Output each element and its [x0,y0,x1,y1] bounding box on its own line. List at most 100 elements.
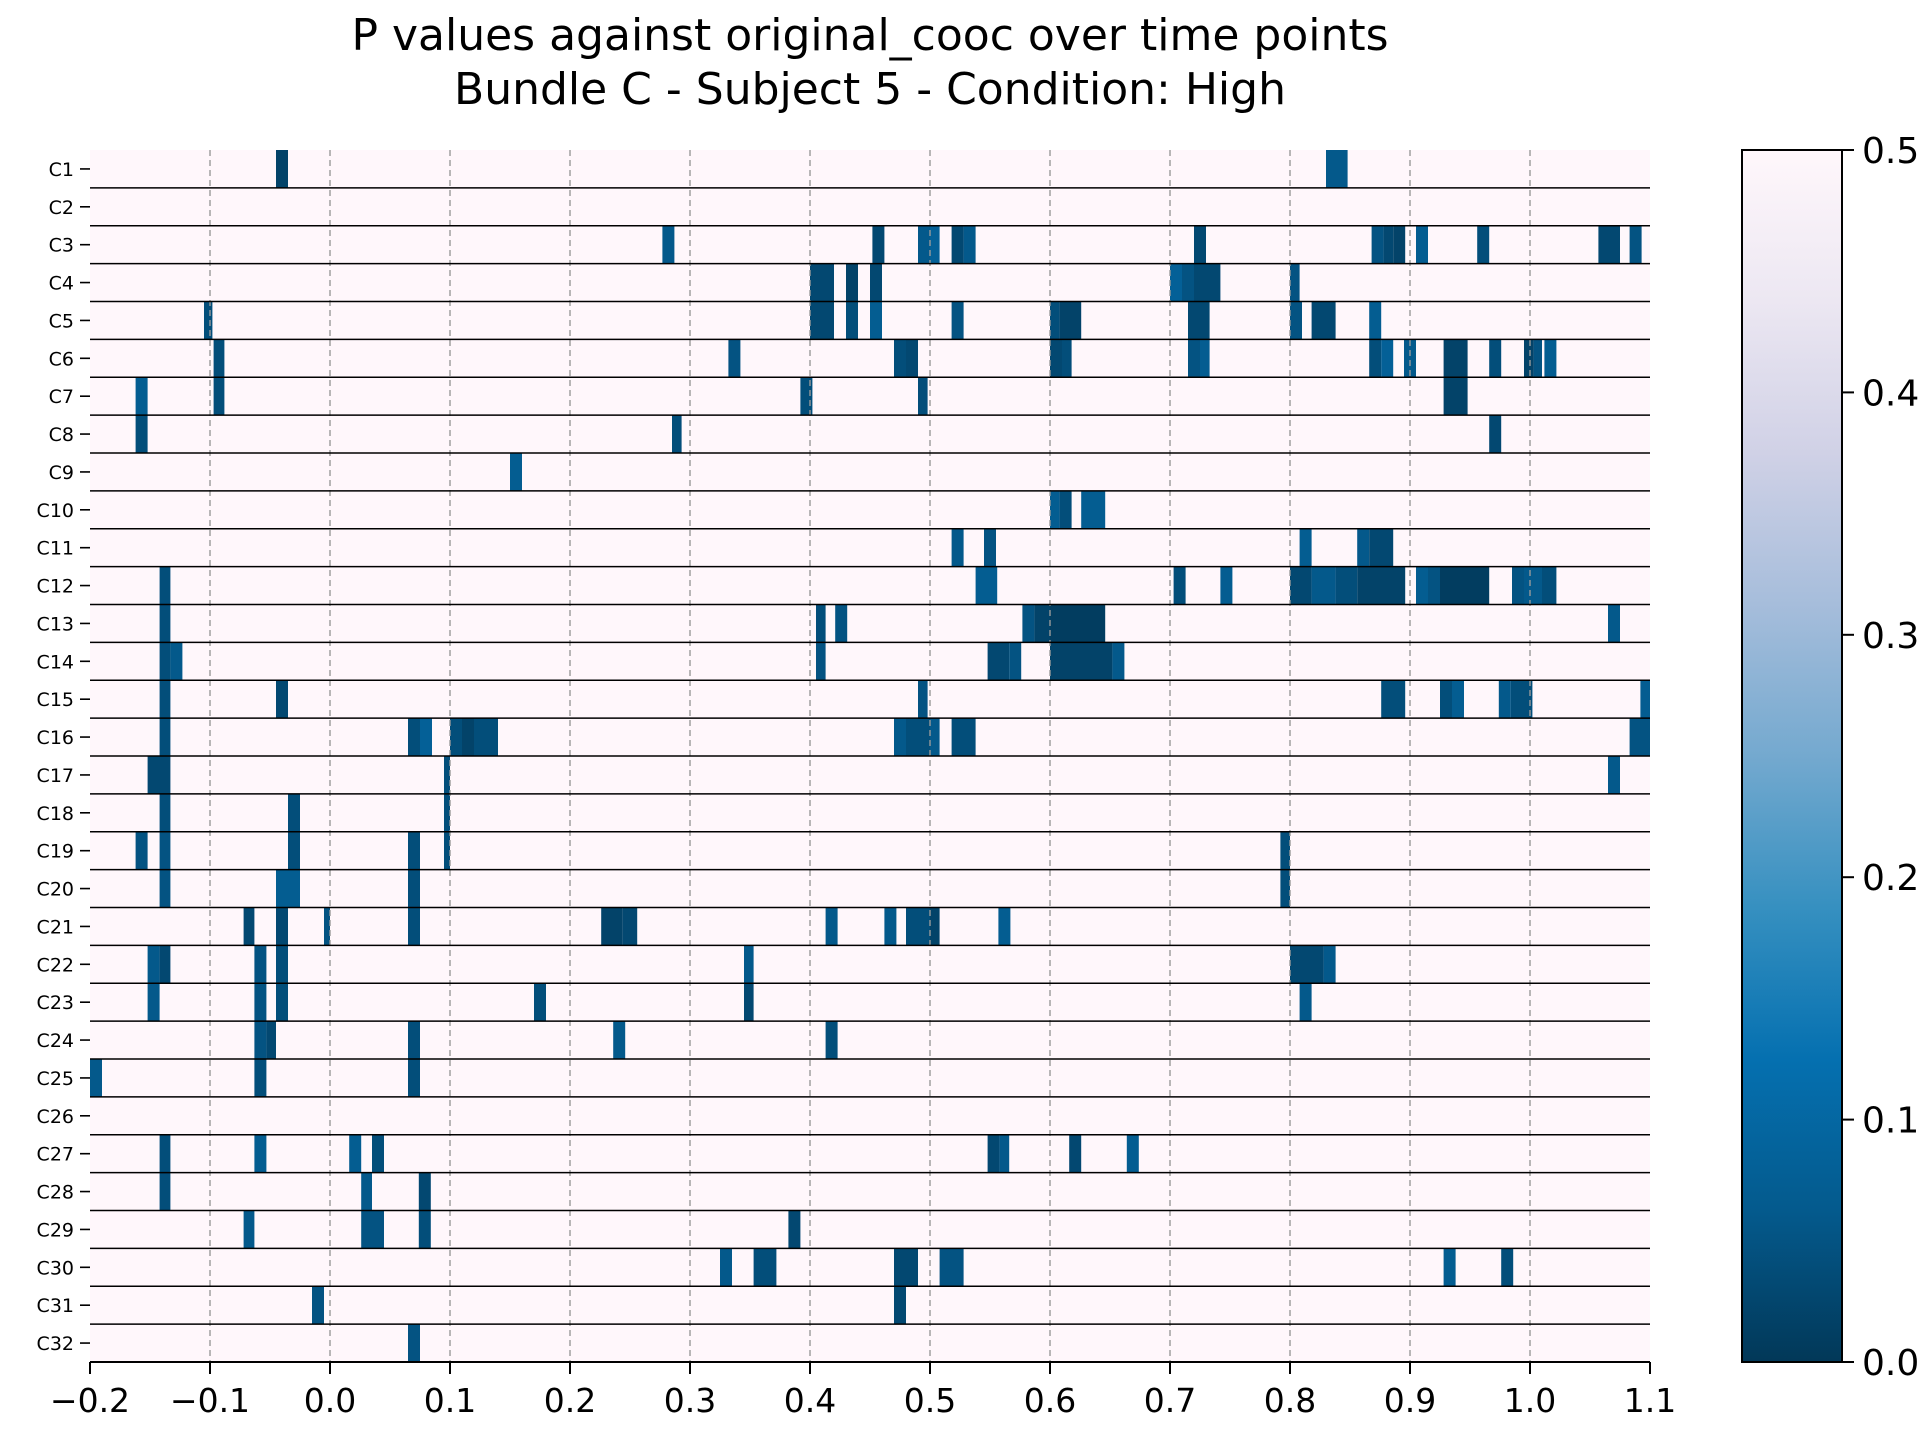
heatmap-cell-c7-1 [213,377,225,416]
heatmap-cell-c29-3 [788,1210,801,1249]
heatmap-cell-c30-5 [1501,1248,1514,1287]
heatmap-cell-c12-2 [1173,566,1186,605]
heatmap-cell-c6-10 [1404,339,1416,378]
heatmap-cell-c16-3 [450,718,462,757]
heatmap-cell-c18-2 [444,793,450,832]
heatmap-cell-c5-2 [846,301,858,340]
heatmap-cell-c6-4 [1050,339,1062,378]
row-labels: C1 C2 C3 C4 C5 C6 C7 C8 C9 C10 C11 C12 C13 C14 C15 C16 C… [37,159,90,1355]
row-label-c9: C9 [49,462,74,484]
heatmap-cell-c15-0 [159,680,171,719]
heatmap-cell-c12-4 [1290,566,1312,605]
heatmap-cell-c11-4 [1369,528,1394,567]
row-label-c5: C5 [49,310,74,332]
heatmap-cell-c22-4 [744,945,754,984]
heatmap-cell-c11-3 [1357,528,1370,567]
colorbar-ticks: 0.0 0.1 0.2 0.3 0.4 0.5 [1842,131,1919,1384]
row-label-c15: C15 [37,689,74,711]
heatmap-cell-c7-3 [918,377,928,416]
heatmap-cell-c16-5 [474,718,498,757]
heatmap-cell-c27-6 [1069,1134,1082,1173]
colorbar: 0.0 0.1 0.2 0.3 0.4 0.5 [1741,131,1919,1384]
row-label-c11: C11 [37,538,74,560]
heatmap-cell-c15-5 [1452,680,1464,719]
heatmap-cell-c6-8 [1369,339,1382,378]
heatmap-cell-c8-0 [135,415,148,454]
heatmap-cell-c29-0 [243,1210,255,1249]
heatmap-cell-c31-1 [894,1286,906,1325]
heatmap-cell-c5-0 [204,301,213,340]
heatmap-cell-c17-0 [147,756,171,794]
heatmap-cell-c21-5 [622,907,638,946]
heatmap-cell-c22-0 [147,945,160,984]
heatmap-cell-c21-8 [906,907,930,946]
heatmap-cell-c12-5 [1311,566,1336,605]
x-tick-label-13: 1.1 [1624,1381,1676,1420]
x-tick-label-7: 0.5 [904,1381,956,1420]
heatmap-cell-c15-1 [276,680,288,719]
heatmap-cell-c6-0 [213,339,225,378]
row-label-c1: C1 [49,159,74,181]
row-label-c7: C7 [49,386,74,408]
colorbar-tick-label-3: 0.3 [1862,616,1919,657]
row-label-c20: C20 [37,879,74,901]
heatmap-cell-c30-0 [720,1248,732,1287]
heatmap-cell-c14-1 [170,642,183,681]
heatmap-cell-c3-5 [963,225,976,264]
heatmap-cell-c11-1 [984,528,996,567]
heatmap-cell-c16-2 [420,718,432,757]
heatmap-cell-c6-5 [1062,339,1072,378]
heatmap-cell-c4-3 [1170,263,1182,302]
heatmap-cell-c31-0 [312,1286,324,1325]
row-label-c32: C32 [37,1333,74,1355]
heatmap-cell-c25-1 [254,1059,267,1097]
row-label-c17: C17 [37,765,74,787]
heatmap-cell-c4-1 [846,263,858,302]
heatmap-cell-c16-7 [906,718,930,757]
x-tick-label-5: 0.3 [664,1381,716,1420]
heatmap-cell-c20-3 [1280,869,1290,908]
heatmap-cell-c15-6 [1498,680,1511,719]
heatmap-cell-c19-1 [159,831,171,870]
heatmap-cell-c20-2 [408,869,420,908]
row-label-c28: C28 [37,1182,74,1204]
heatmap-cell-c27-2 [349,1134,362,1173]
heatmap-cell-c8-1 [672,415,682,454]
row-label-c3: C3 [49,235,74,257]
heatmap-cell-c19-5 [1280,831,1290,870]
heatmap-cell-c19-2 [288,831,300,870]
heatmap-cell-c13-1 [816,604,826,643]
heatmap-cell-c30-1 [753,1248,777,1287]
heatmap-cell-c14-0 [159,642,171,681]
heatmap-cell-c3-9 [1393,225,1406,264]
heatmap-cell-c4-6 [1290,263,1300,302]
row-label-c29: C29 [37,1219,74,1241]
heatmap-cell-c12-9 [1428,566,1440,605]
heatmap-cell-c6-11 [1443,339,1468,378]
row-label-c13: C13 [37,613,74,635]
heatmap-cell-c30-2 [894,1248,918,1287]
heatmap-cell-c15-3 [1381,680,1406,719]
heatmap-cell-c10-1 [1059,490,1072,529]
heatmap-cell-c7-4 [1443,377,1468,416]
heatmap-cell-c14-6 [1112,642,1125,681]
heatmap-cell-c22-5 [1290,945,1324,984]
heatmap-cell-c12-10 [1440,566,1490,605]
heatmap-cell-c19-3 [408,831,420,870]
heatmap-cell-c24-1 [266,1021,276,1060]
heatmap-cell-c24-0 [254,1021,267,1060]
heatmap-cell-c12-13 [1542,566,1557,605]
colorbar-tick-label-5: 0.5 [1862,131,1919,172]
heatmap-cell-c14-2 [816,642,826,681]
heatmap-cell-c3-6 [1194,225,1206,264]
heatmap-cell-c3-1 [872,225,885,264]
heatmap-cell-c24-3 [613,1021,626,1060]
heatmap-cell-c5-8 [1290,301,1302,340]
heatmap-cell-c25-2 [408,1059,420,1097]
heatmap-cell-c22-6 [1323,945,1336,984]
heatmap-cell-c10-0 [1050,490,1060,529]
heatmap-cell-c3-10 [1416,225,1428,264]
heatmap-cell-c29-1 [361,1210,384,1249]
row-label-c12: C12 [37,576,74,598]
